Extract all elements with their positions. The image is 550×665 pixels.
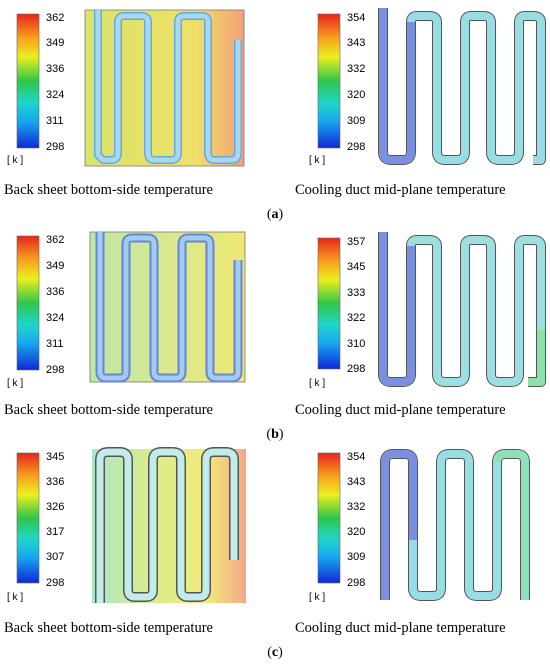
tick-label: 320 [347,526,365,538]
tick-label: 345 [46,451,64,463]
row-label: (b) [266,427,283,442]
unit-label: [ k ] [309,592,325,603]
panel-caption: Cooling duct mid-plane temperature [295,402,506,418]
panel-b-left: 362 349 336 324 311 298 [ k ] [7,231,246,389]
tick-label: 343 [347,476,365,488]
colorbar [16,13,40,149]
colorbar [317,13,341,149]
unit-label: [ k ] [309,378,325,389]
panel-a-right: 354 343 332 320 309 298 [ k ] [309,8,546,166]
tick-label: 349 [46,260,64,272]
panel-caption: Back sheet bottom-side temperature [4,182,213,198]
cooling-duct-inlet [381,450,417,600]
tick-label: 345 [347,261,365,273]
panel-caption: Cooling duct mid-plane temperature [295,620,506,636]
tick-label: 343 [347,37,365,49]
row-c: 345 336 326 317 307 298 [ k ] Back sheet… [4,447,530,660]
cooling-duct [380,449,530,601]
tick-label: 322 [347,312,365,324]
cooling-duct-fill [381,450,529,600]
colorbar [16,235,40,371]
cooling-duct-outlet [528,330,545,386]
back-sheet-plate [84,9,245,167]
tick-label: 362 [46,12,64,24]
tick-label: 354 [347,12,365,24]
row-label: (a) [267,207,284,222]
unit-label: [ k ] [7,592,23,603]
row-b: 362 349 336 324 311 298 [ k ] Back sheet… [4,231,546,442]
tick-label: 317 [46,526,64,538]
row-a: 362 349 336 324 311 298 [ k ] Back sheet… [4,8,546,222]
cooling-duct-inlet [379,232,415,386]
tick-label: 333 [347,287,365,299]
tick-label: 311 [46,115,64,127]
tick-label: 336 [46,476,64,488]
tick-label: 324 [46,312,64,324]
unit-label: [ k ] [7,378,23,389]
tick-label: 311 [46,338,64,350]
tick-label: 354 [347,451,365,463]
panel-caption: Back sheet bottom-side temperature [4,402,213,418]
tick-label: 332 [347,63,365,75]
serpentine-duct-inner [96,448,238,603]
tick-label: 326 [46,501,64,513]
cooling-duct-fill [379,8,545,164]
panel-caption: Back sheet bottom-side temperature [4,620,213,636]
tick-label: 309 [347,551,365,563]
panel-c-right: 354 343 332 320 309 298 [ k ] [309,449,530,603]
tick-label: 298 [46,364,64,376]
tick-label: 298 [347,141,365,153]
tick-label: 298 [46,141,64,153]
panel-a-left: 362 349 336 324 311 298 [ k ] [7,9,245,167]
serpentine-duct-inner [95,10,241,163]
colorbar [16,452,40,584]
colorbar [317,237,341,370]
tick-label: 298 [46,577,64,589]
tick-label: 324 [46,89,64,101]
unit-label: [ k ] [309,155,325,166]
cooling-duct-outlet [493,450,529,600]
back-sheet-plate [92,449,246,603]
unit-label: [ k ] [7,155,23,166]
panel-caption: Cooling duct mid-plane temperature [295,182,506,198]
panel-c-left: 345 336 326 317 307 298 [ k ] [7,447,246,603]
back-sheet-plate [89,231,246,383]
tick-label: 310 [347,338,365,350]
tick-label: 362 [46,234,64,246]
tick-label: 298 [347,577,365,589]
colorbar [317,452,341,584]
panel-b-right: 357 345 333 322 310 298 [ k ] [309,232,546,389]
serpentine-duct-inner [97,232,241,381]
tick-label: 357 [347,236,365,248]
tick-label: 332 [347,501,365,513]
row-label: (c) [267,645,283,660]
tick-label: 349 [46,37,64,49]
tick-label: 336 [46,63,64,75]
tick-label: 309 [347,115,365,127]
tick-label: 298 [347,363,365,375]
tick-label: 307 [46,551,64,563]
tick-label: 336 [46,286,64,298]
cooling-duct-inlet [379,8,415,164]
tick-label: 320 [347,89,365,101]
